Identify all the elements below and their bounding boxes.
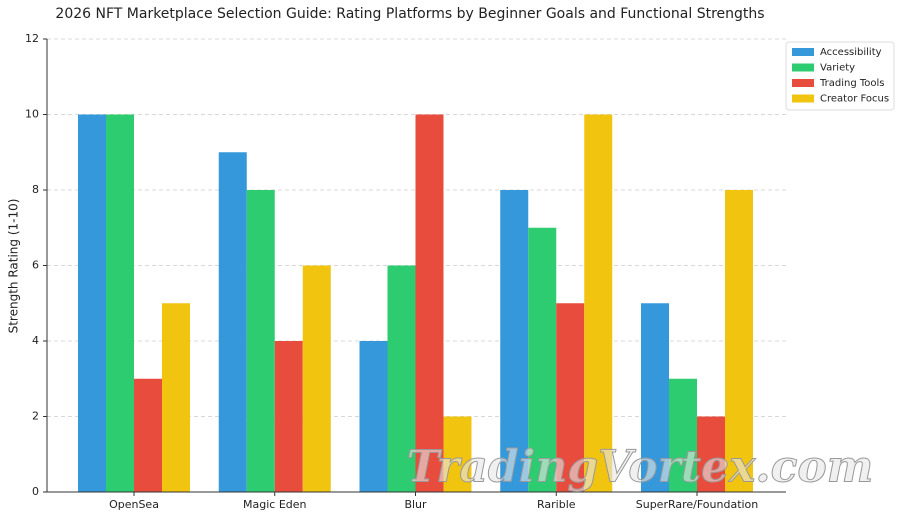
legend-swatch xyxy=(792,94,814,103)
bar xyxy=(162,303,190,492)
bar xyxy=(443,416,472,492)
bar xyxy=(697,416,725,492)
bar xyxy=(415,114,444,492)
bar xyxy=(302,265,331,492)
chart-title: 2026 NFT Marketplace Selection Guide: Ra… xyxy=(55,6,764,22)
legend-swatch xyxy=(792,79,814,87)
bar xyxy=(218,152,247,492)
watermark: TradingVortex.com xyxy=(407,442,874,493)
legend-label: Variety xyxy=(820,63,855,74)
bar xyxy=(246,190,275,492)
y-tick-label: 2 xyxy=(32,410,39,423)
legend-swatch xyxy=(792,63,814,72)
y-axis-label: Strength Rating (1-10) xyxy=(7,199,21,334)
y-tick-label: 12 xyxy=(25,32,39,45)
bar xyxy=(387,265,416,492)
legend-swatch xyxy=(792,48,814,56)
y-tick-label: 6 xyxy=(32,259,39,272)
bar xyxy=(106,114,134,492)
y-tick-label: 8 xyxy=(32,183,39,196)
y-tick-label: 0 xyxy=(32,485,39,498)
x-tick-label: Magic Eden xyxy=(243,498,307,511)
bar xyxy=(134,378,162,492)
y-tick-label: 4 xyxy=(32,334,39,347)
bar xyxy=(500,190,529,492)
bar xyxy=(528,227,557,492)
legend-label: Accessibility xyxy=(820,47,882,58)
y-tick-label: 10 xyxy=(25,108,39,121)
x-tick-label: OpenSea xyxy=(109,498,159,511)
x-tick-label: Rarible xyxy=(537,498,576,511)
bar xyxy=(78,114,106,492)
legend-label: Creator Focus xyxy=(820,94,889,105)
x-tick-label: Blur xyxy=(404,498,427,511)
bar xyxy=(359,341,388,492)
bar xyxy=(274,341,303,492)
bar xyxy=(669,378,697,492)
bar xyxy=(584,114,613,492)
bar xyxy=(725,190,753,492)
bar xyxy=(641,303,669,492)
legend-box xyxy=(785,41,895,111)
legend-label: Trading Tools xyxy=(819,78,885,89)
x-tick-label: SuperRare/Foundation xyxy=(636,498,759,511)
bar xyxy=(556,303,585,492)
